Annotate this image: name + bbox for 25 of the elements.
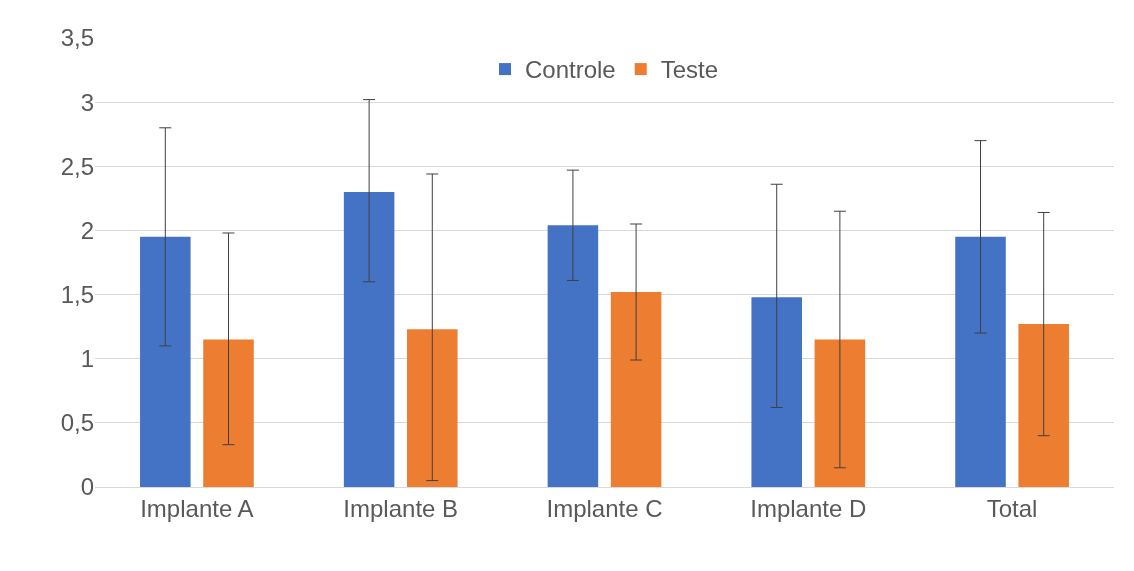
- y-tick-label: 1: [80, 345, 94, 373]
- y-tick-label: 2: [80, 216, 94, 244]
- x-tick-label: Total: [986, 494, 1038, 522]
- y-tick-label: 0,5: [60, 409, 94, 437]
- y-tick-label: 1,5: [60, 280, 94, 308]
- bar: [343, 191, 395, 487]
- bar: [547, 225, 599, 487]
- bar: [814, 339, 866, 487]
- bar: [140, 236, 191, 487]
- x-tick-label: Implante A: [140, 494, 254, 522]
- bar: [751, 297, 802, 487]
- bar: [955, 236, 1006, 487]
- bar: [407, 329, 458, 487]
- y-tick-label: 3,5: [60, 24, 94, 52]
- bar: [203, 339, 254, 487]
- x-tick-label: Implante B: [343, 494, 459, 522]
- y-tick-label: 2,5: [60, 152, 94, 180]
- bar: [610, 292, 662, 487]
- legend-label: Controle: [525, 56, 616, 84]
- bar: [1018, 324, 1069, 487]
- legend-label: Teste: [660, 56, 719, 84]
- x-tick-label: Implante C: [546, 494, 663, 522]
- y-tick-label: 0: [80, 473, 94, 501]
- y-tick-label: 3: [80, 88, 94, 116]
- x-tick-label: Implante D: [750, 494, 867, 522]
